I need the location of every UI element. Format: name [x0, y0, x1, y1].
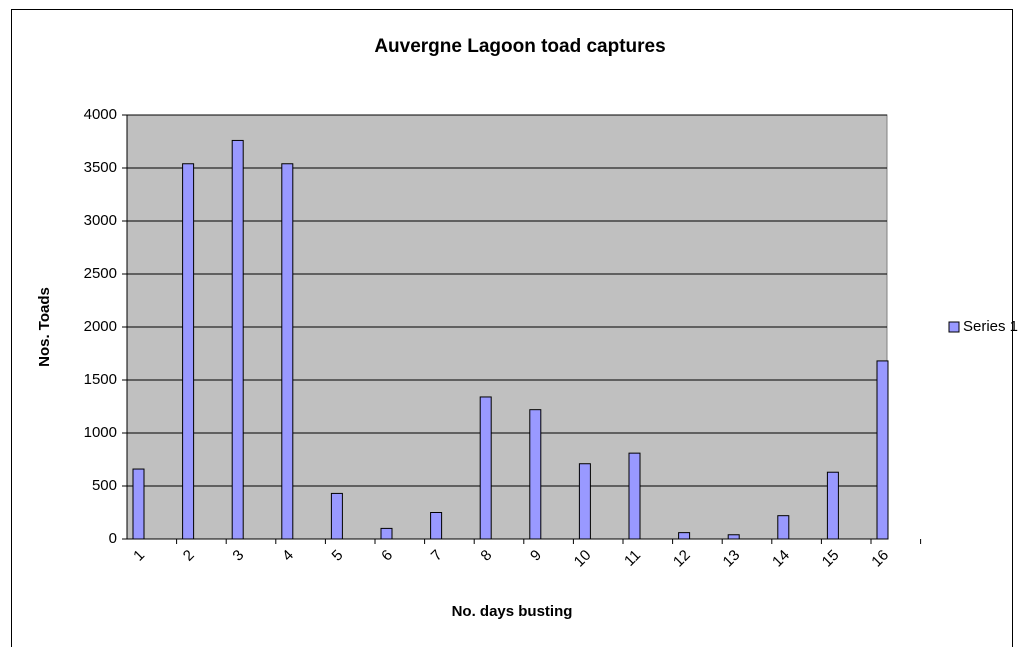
- bar: [628, 452, 641, 540]
- y-tick-label: 1000: [84, 424, 117, 441]
- legend-swatch: [948, 321, 960, 333]
- bar: [132, 468, 145, 540]
- y-tick-label: 0: [109, 530, 117, 547]
- y-tick-label: 3500: [84, 159, 117, 176]
- bar: [777, 515, 790, 540]
- y-tick-label: 4000: [84, 106, 117, 123]
- bar: [430, 512, 443, 540]
- chart-title: Auvergne Lagoon toad captures: [374, 36, 665, 57]
- bar: [479, 396, 492, 540]
- y-tick-label: 2500: [84, 265, 117, 282]
- bar: [529, 409, 542, 540]
- bar: [182, 163, 195, 540]
- bar: [678, 532, 691, 540]
- bar: [380, 527, 393, 540]
- y-tick-label: 500: [92, 477, 117, 494]
- bar: [281, 163, 294, 540]
- bar: [578, 463, 591, 540]
- y-tick-label: 3000: [84, 212, 117, 229]
- x-axis-title: No. days busting: [452, 603, 573, 620]
- y-tick-label: 1500: [84, 371, 117, 388]
- legend-label: Series 1: [963, 318, 1018, 335]
- bar: [876, 360, 889, 540]
- bar: [826, 471, 839, 540]
- bar: [727, 534, 740, 540]
- y-axis-title: Nos. Toads: [36, 287, 53, 367]
- y-tick-label: 2000: [84, 318, 117, 335]
- bar: [330, 492, 343, 540]
- bar: [231, 139, 244, 540]
